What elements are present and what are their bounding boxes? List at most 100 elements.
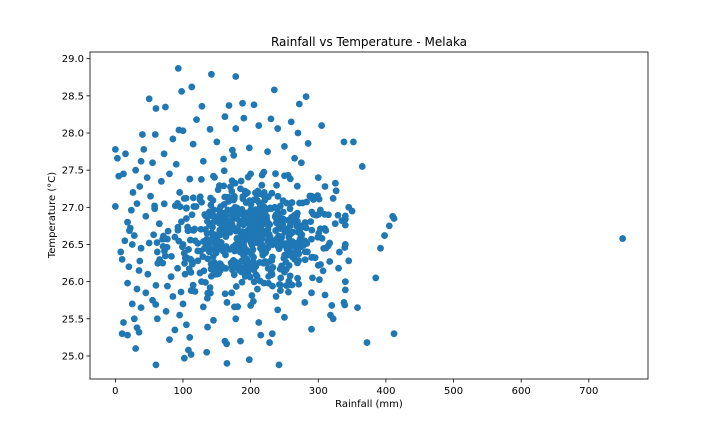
data-point (121, 237, 128, 244)
data-point (293, 243, 300, 250)
data-point (276, 361, 283, 368)
data-point (203, 211, 210, 218)
data-point (119, 256, 126, 263)
data-point (254, 234, 261, 241)
data-point (295, 250, 302, 257)
data-point (322, 292, 329, 299)
y-tick-label: 26.0 (62, 277, 84, 288)
data-point (190, 203, 197, 210)
data-point (129, 241, 136, 248)
data-point (136, 267, 143, 274)
data-point (180, 301, 187, 308)
data-point (247, 170, 254, 177)
data-point (309, 254, 316, 261)
data-point (342, 278, 349, 285)
data-point (136, 183, 143, 190)
data-point (139, 131, 146, 138)
data-point (255, 319, 262, 326)
data-point (154, 315, 161, 322)
data-point (277, 275, 284, 282)
data-point (268, 115, 275, 122)
data-point (341, 139, 348, 146)
data-point (377, 245, 384, 252)
data-point (268, 267, 275, 274)
data-point (295, 130, 302, 137)
data-point (291, 155, 298, 162)
data-point (330, 195, 337, 202)
data-point (232, 315, 239, 322)
data-point (112, 146, 119, 153)
data-point (131, 315, 138, 322)
data-point (257, 278, 264, 285)
data-point (322, 227, 329, 234)
data-point (295, 281, 302, 288)
data-point (156, 220, 163, 227)
data-point (227, 227, 234, 234)
data-point (266, 339, 273, 346)
data-point (350, 139, 357, 146)
data-point (273, 293, 280, 300)
data-point (272, 170, 279, 177)
data-point (221, 167, 228, 174)
data-point (154, 239, 161, 246)
data-point (391, 215, 398, 222)
data-point (220, 183, 227, 190)
data-point (158, 178, 165, 185)
data-point (182, 271, 189, 278)
data-point (315, 230, 322, 237)
data-point (237, 185, 244, 192)
data-point (268, 205, 275, 212)
data-point (255, 122, 262, 129)
x-tick-label: 400 (376, 386, 395, 397)
data-point (336, 249, 343, 256)
data-point (159, 260, 166, 267)
data-point (284, 282, 291, 289)
data-point (207, 126, 214, 133)
data-point (180, 241, 187, 248)
data-point (223, 233, 230, 240)
data-point (225, 198, 232, 205)
data-point (183, 321, 190, 328)
data-point (318, 122, 325, 129)
y-axis-label: Temperature (°C) (47, 172, 58, 259)
y-tick-label: 25.0 (62, 351, 84, 362)
y-tick-label: 26.5 (62, 240, 84, 251)
data-point (354, 304, 361, 311)
data-point (210, 173, 217, 180)
data-point (222, 338, 229, 345)
data-point (335, 265, 342, 272)
data-point (273, 211, 280, 218)
y-tick-label: 28.5 (62, 91, 84, 102)
data-point (120, 170, 127, 177)
data-point (200, 158, 207, 165)
data-point (124, 280, 131, 287)
data-point (231, 303, 238, 310)
data-point (191, 226, 198, 233)
data-point (287, 175, 294, 182)
data-point (186, 176, 193, 183)
data-point (264, 148, 271, 155)
data-point (171, 234, 178, 241)
data-point (322, 183, 329, 190)
data-point (274, 125, 281, 132)
data-point (176, 312, 183, 319)
data-point (296, 200, 303, 207)
data-point (149, 159, 156, 166)
x-tick-label: 0 (112, 386, 118, 397)
data-point (181, 195, 188, 202)
data-point (183, 215, 190, 222)
data-point (229, 177, 236, 184)
data-point (228, 289, 235, 296)
data-point (224, 299, 231, 306)
data-point (233, 283, 240, 290)
data-point (278, 240, 285, 247)
data-point (296, 230, 303, 237)
data-point (238, 178, 245, 185)
data-point (316, 276, 323, 283)
data-point (275, 193, 282, 200)
data-point (315, 174, 322, 181)
data-point (201, 245, 208, 252)
data-point (289, 229, 296, 236)
data-point (326, 258, 333, 265)
